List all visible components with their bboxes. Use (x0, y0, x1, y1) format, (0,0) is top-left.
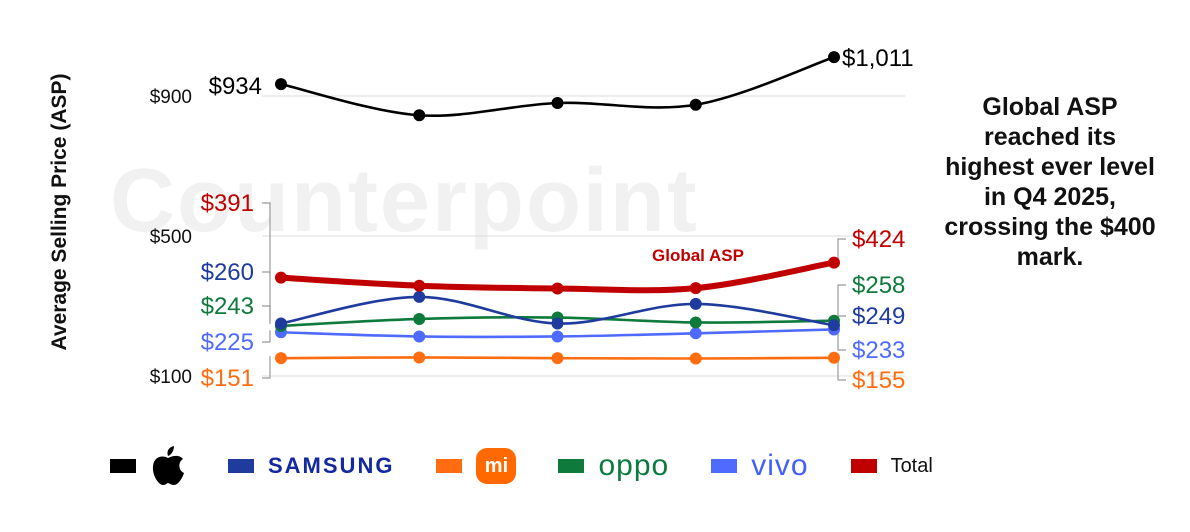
gridlines (262, 95, 905, 377)
start-connector-samsung (262, 271, 271, 322)
data-point-xiaomi-0 (275, 352, 287, 365)
data-point-total-4 (828, 256, 840, 269)
legend-item-oppo: oppo (558, 449, 669, 483)
end-connector-xiaomi (837, 359, 846, 381)
series-points (275, 51, 840, 365)
end-value-label-oppo: $258 (852, 272, 905, 299)
data-point-total-1 (413, 279, 426, 292)
data-point-apple-3 (689, 98, 702, 111)
legend-swatch-oppo (558, 459, 585, 473)
start-connector-vivo (262, 330, 271, 343)
end-value-label-apple: $1,011 (842, 45, 914, 72)
start-value-label-total: $391 (201, 190, 254, 217)
end-connector-total (837, 238, 846, 265)
data-point-vivo-3 (689, 327, 702, 340)
data-point-oppo-3 (689, 316, 702, 329)
legend-item-apple (110, 446, 186, 486)
legend-swatch-xiaomi (436, 459, 463, 473)
data-point-apple-4 (828, 51, 840, 64)
end-value-label-total: $424 (852, 226, 905, 253)
end-connector-vivo (837, 331, 846, 351)
legend-item-xiaomi: mi (436, 448, 517, 484)
label-connectors (262, 202, 846, 381)
samsung-logo: SAMSUNG (268, 453, 395, 478)
legend-item-samsung: SAMSUNG (228, 453, 394, 479)
y-axis-label: Average Selling Price (ASP) (48, 74, 71, 351)
data-point-samsung-2 (551, 317, 564, 330)
data-point-vivo-2 (551, 330, 564, 343)
start-value-label-xiaomi: $151 (201, 365, 254, 392)
end-value-label-vivo: $233 (852, 337, 905, 364)
data-point-xiaomi-2 (551, 352, 564, 365)
vivo-logo: vivo (751, 449, 809, 482)
headline: Global ASP reached its highest ever leve… (944, 93, 1156, 271)
data-point-samsung-1 (413, 290, 426, 303)
end-connector-oppo (837, 284, 846, 323)
xiaomi-logo: mi (476, 448, 517, 484)
legend-swatch-total (850, 459, 877, 473)
legend-item-vivo: vivo (711, 449, 808, 483)
legend-item-total: Total (850, 454, 933, 478)
data-point-samsung-3 (689, 297, 702, 310)
start-value-label-oppo: $243 (201, 293, 254, 320)
data-point-samsung-4 (828, 319, 840, 332)
start-value-label-samsung: $260 (201, 259, 254, 286)
legend-swatch-samsung (228, 459, 254, 473)
start-value-label-apple: $934 (209, 73, 262, 100)
data-point-total-2 (551, 282, 564, 295)
end-value-label-xiaomi: $155 (852, 367, 905, 394)
y-axis-ticks: $100 $500 $900 (150, 87, 192, 388)
data-point-total-0 (275, 271, 287, 284)
legend: SAMSUNG mi oppo vivo Total (110, 446, 975, 486)
oppo-logo: oppo (598, 449, 670, 482)
data-point-vivo-1 (413, 330, 426, 343)
data-point-apple-1 (413, 109, 426, 122)
start-connector-total (262, 202, 271, 276)
data-point-apple-0 (275, 78, 287, 91)
start-value-label-vivo: $225 (201, 329, 254, 356)
data-point-samsung-0 (275, 317, 287, 330)
y-tick-label: $900 (150, 87, 192, 108)
value-labels: $934 $1,011 $151 $155 $225 $233 $243 $258 $260 $2… (201, 45, 914, 394)
y-tick-label: $500 (150, 227, 192, 248)
data-point-apple-2 (551, 97, 564, 109)
data-point-xiaomi-3 (689, 352, 702, 365)
start-connector-xiaomi (262, 356, 271, 379)
end-value-label-samsung: $249 (852, 303, 905, 330)
y-tick-label: $100 (150, 367, 192, 388)
start-connector-oppo (262, 305, 271, 324)
data-point-oppo-1 (413, 312, 426, 325)
global-asp-annotation: Global ASP (652, 246, 744, 265)
data-point-total-3 (689, 282, 702, 295)
data-point-xiaomi-4 (828, 351, 840, 364)
apple-logo-icon (152, 446, 184, 485)
legend-swatch-vivo (711, 459, 738, 473)
legend-swatch-apple (110, 459, 136, 473)
data-point-xiaomi-1 (413, 351, 426, 364)
legend-label-total: Total (890, 454, 933, 477)
